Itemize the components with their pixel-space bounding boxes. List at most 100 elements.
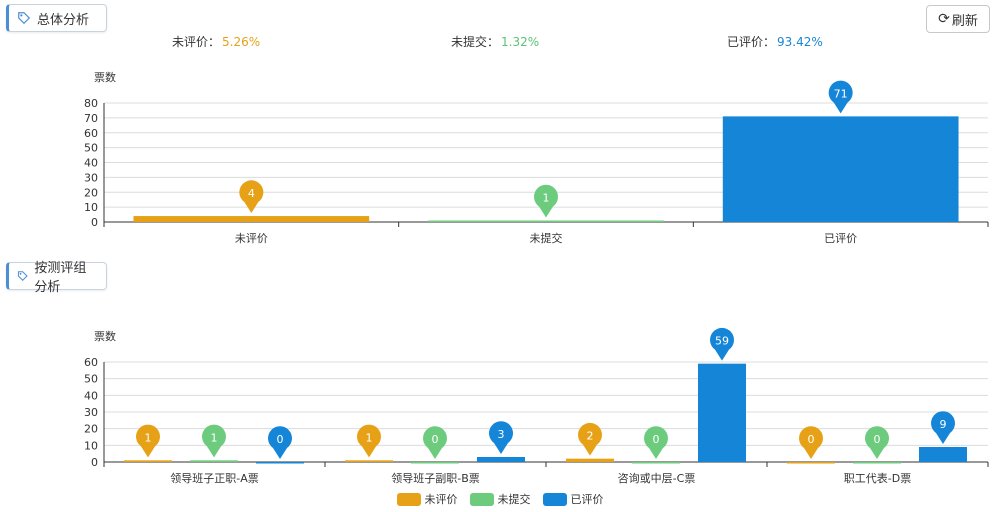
pin-shape (865, 426, 889, 459)
stat-rated: 已评价： 93.42% (727, 33, 823, 50)
group-analysis-tab[interactable]: 按测评组分析 (6, 261, 107, 295)
chart2-bar (919, 447, 967, 462)
stat-unsubmitted-label: 未提交： (451, 35, 500, 49)
legend-item-unrated[interactable]: 未评价 (396, 491, 458, 507)
pin-shape (534, 184, 558, 218)
pin-shape (828, 80, 853, 114)
chart1-x-tick-label: 未提交 (530, 231, 563, 245)
pin-shape (202, 424, 226, 458)
stat-unrated: 未评价： 5.26% (172, 33, 260, 50)
stat-unrated-label: 未评价： (172, 35, 221, 49)
chart2-data-label: 0 (865, 426, 889, 459)
chart2-data-label: 1 (202, 424, 226, 458)
chart1-data-label: 4 (239, 180, 264, 214)
pin-shape (239, 180, 264, 214)
stat-unsubmitted: 未提交： 1.32% (451, 33, 539, 50)
chart2-bar (190, 460, 238, 462)
legend-swatch-rated (542, 492, 567, 506)
chart2-y-axis-title: 票数 (94, 330, 116, 343)
chart2-data-label: 3 (489, 421, 513, 454)
chart2-bar (256, 462, 304, 464)
pin-shape (489, 421, 513, 454)
legend: 未评价 未提交 已评价 (0, 491, 1000, 507)
pin-value: 1 (543, 192, 550, 205)
pin-value: 1 (211, 431, 218, 444)
pin-value: 0 (432, 433, 439, 446)
stat-rated-label: 已评价： (727, 35, 776, 49)
chart2-data-label: 2 (578, 422, 602, 456)
chart1-y-tick-label: 80 (84, 97, 98, 110)
pin-shape (799, 426, 823, 459)
chart2-data-label: 0 (799, 426, 823, 459)
refresh-label: 刷新 (951, 13, 978, 29)
chart1-y-tick-label: 0 (91, 216, 98, 229)
pin-value: 4 (248, 187, 255, 200)
pin-shape (357, 424, 381, 458)
chart2-bar (566, 458, 614, 462)
chart1-bar (722, 116, 959, 222)
stat-rated-value: 93.42% (777, 35, 823, 49)
pin-value: 0 (874, 433, 881, 446)
chart1-y-tick-label: 30 (84, 171, 98, 184)
chart2-y-tick-label: 10 (84, 439, 98, 452)
chart2-y-tick-label: 50 (84, 373, 98, 386)
overall-analysis-tab[interactable]: 总体分析 (6, 4, 107, 32)
pin-value: 3 (498, 428, 505, 441)
chart1-y-tick-label: 10 (84, 201, 98, 214)
pin-value: 0 (277, 433, 284, 446)
overall-analysis-label: 总体分析 (37, 12, 90, 28)
chart1-bar (428, 220, 664, 223)
chart2-y-tick-label: 60 (84, 356, 98, 369)
chart2-bar (698, 363, 746, 462)
chart1-y-tick-label: 60 (84, 127, 98, 140)
chart1-data-label: 1 (534, 184, 558, 218)
pin-value: 9 (940, 418, 947, 431)
chart1-bar (133, 216, 370, 222)
chart1-x-tick-label: 未评价 (235, 232, 268, 245)
chart2-bar (411, 462, 459, 464)
chart2-x-tick-label: 领导班子副职-B票 (391, 472, 480, 485)
refresh-icon: ⟳ (938, 11, 950, 27)
legend-label-rated: 已评价 (570, 493, 604, 506)
pin-value: 59 (715, 335, 729, 348)
chart2-data-label: 0 (644, 426, 668, 459)
legend-swatch-unsubmitted (469, 492, 494, 506)
chart2-data-label: 0 (268, 426, 292, 459)
legend-label-unrated: 未评价 (424, 493, 458, 506)
chart1-y-tick-label: 20 (84, 186, 98, 199)
chart2-bar (632, 462, 680, 464)
legend-label-unsubmitted: 未提交 (497, 493, 531, 506)
pin-value: 2 (587, 430, 594, 443)
refresh-button[interactable]: ⟳ 刷新 (926, 5, 990, 33)
stat-unsubmitted-value: 1.32% (501, 35, 540, 49)
legend-item-rated[interactable]: 已评价 (542, 491, 604, 507)
chart1-y-tick-label: 70 (84, 112, 98, 125)
chart2-y-tick-label: 40 (84, 389, 98, 402)
chart2-x-tick-label: 职工代表-D票 (844, 471, 911, 485)
chart2-x-tick-label: 领导班子正职-A票 (170, 472, 259, 485)
chart2-y-tick-label: 20 (84, 423, 98, 436)
chart1-x-tick-label: 已评价 (824, 232, 857, 245)
pin-value: 1 (145, 431, 152, 444)
chart1-y-tick-label: 40 (84, 157, 98, 170)
chart1-y-tick-label: 50 (84, 142, 98, 155)
legend-swatch-unrated (396, 492, 421, 506)
chart2-data-label: 0 (423, 426, 447, 459)
pin-shape (423, 426, 447, 459)
pin-value: 0 (808, 433, 815, 446)
chart2-bar (345, 460, 393, 462)
pin-value: 71 (834, 87, 848, 100)
pin-value: 0 (653, 433, 660, 446)
chart2-bar (787, 462, 835, 464)
legend-item-unsubmitted[interactable]: 未提交 (469, 491, 531, 507)
chart1-data-label: 71 (828, 80, 853, 114)
chart2-bar (477, 457, 525, 462)
chart2-bar (853, 462, 901, 464)
chart2-data-label: 9 (931, 411, 956, 444)
chart2-bar (124, 460, 172, 462)
tag-icon (18, 12, 31, 25)
pin-shape (709, 327, 734, 361)
pin-shape (136, 424, 160, 458)
chart2-y-tick-label: 0 (91, 456, 98, 469)
